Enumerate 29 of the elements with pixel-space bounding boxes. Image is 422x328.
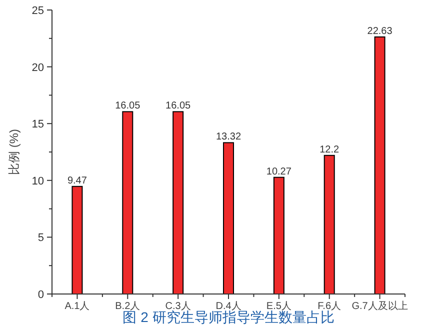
bar [122, 111, 134, 294]
y-tick-label: 5 [38, 232, 44, 244]
x-tick-label: G.7人及以上 [352, 300, 408, 312]
y-tick-label: 10 [32, 175, 44, 188]
data-label: 12.2 [320, 144, 340, 156]
bar [172, 111, 184, 294]
data-label: 16.05 [115, 100, 141, 112]
bar [273, 176, 284, 294]
bar [72, 186, 83, 294]
data-label: 13.32 [216, 132, 242, 143]
bar [374, 36, 386, 294]
x-tick-label: D.4人 [216, 301, 242, 312]
y-tick-label: 15 [32, 118, 44, 131]
data-label: 16.05 [166, 100, 192, 112]
y-tick-label: 0 [38, 289, 44, 301]
text: 图 2 研究生导师指导学生数量占比 [122, 309, 334, 325]
y-tick-label: 25 [32, 5, 44, 17]
data-label: 22.63 [367, 26, 393, 37]
data-label: 9.47 [67, 175, 88, 186]
x-tick-label: A.1人 [64, 301, 90, 312]
y-tick-label: 20 [32, 62, 44, 74]
x-tick-label: C.3人 [165, 301, 191, 312]
bar [223, 142, 234, 294]
x-tick-label: B.2人 [115, 301, 140, 312]
data-label: 10.27 [266, 166, 292, 178]
bar [324, 154, 335, 294]
x-tick-label: E.5人 [266, 301, 292, 312]
y-axis-title: 比例 (%) [7, 129, 21, 175]
x-tick-label: F.6人 [318, 301, 342, 312]
